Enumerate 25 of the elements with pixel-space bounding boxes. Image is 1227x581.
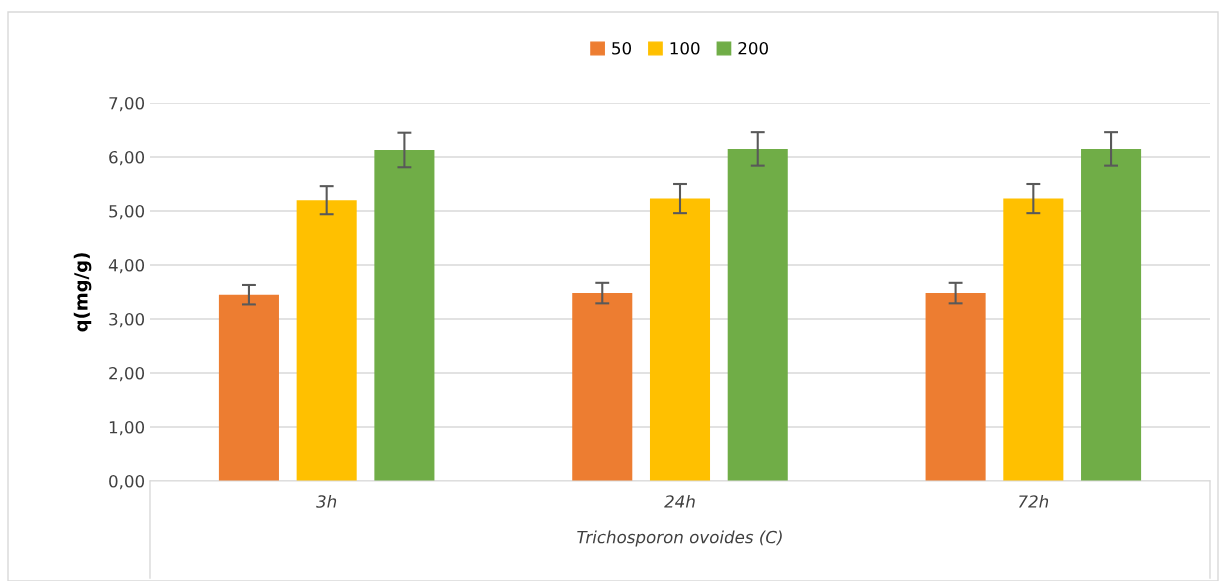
legend-label: 100 — [670, 41, 700, 55]
y-tick-label: 4,00 — [108, 258, 145, 274]
y-axis-title: q(mg/g) — [73, 253, 92, 332]
y-tick-label: 5,00 — [109, 204, 145, 220]
bar — [572, 293, 633, 481]
bar — [727, 148, 788, 481]
y-tick-label: 3,00 — [109, 312, 145, 328]
bar — [218, 294, 279, 481]
bar — [925, 293, 986, 481]
y-tick-label: 2,00 — [109, 366, 145, 382]
y-tick-label: 0,00 — [109, 474, 145, 490]
x-tick-label: 24h — [664, 494, 695, 508]
x-axis-title: Trichosporon ovoides (C) — [577, 530, 782, 547]
y-tick-label: 7,00 — [109, 96, 145, 112]
bar — [296, 200, 357, 481]
y-tick-label: 6,00 — [109, 150, 145, 166]
bar — [1003, 198, 1064, 481]
x-tick-label: 72h — [1018, 494, 1049, 508]
legend-label: 200 — [738, 41, 768, 55]
bar — [1081, 148, 1142, 481]
bar — [649, 198, 711, 481]
legend-label: 50 — [612, 41, 632, 55]
x-tick-label: 3h — [316, 494, 337, 508]
bar — [374, 149, 435, 481]
y-tick-label: 1,00 — [109, 420, 145, 436]
